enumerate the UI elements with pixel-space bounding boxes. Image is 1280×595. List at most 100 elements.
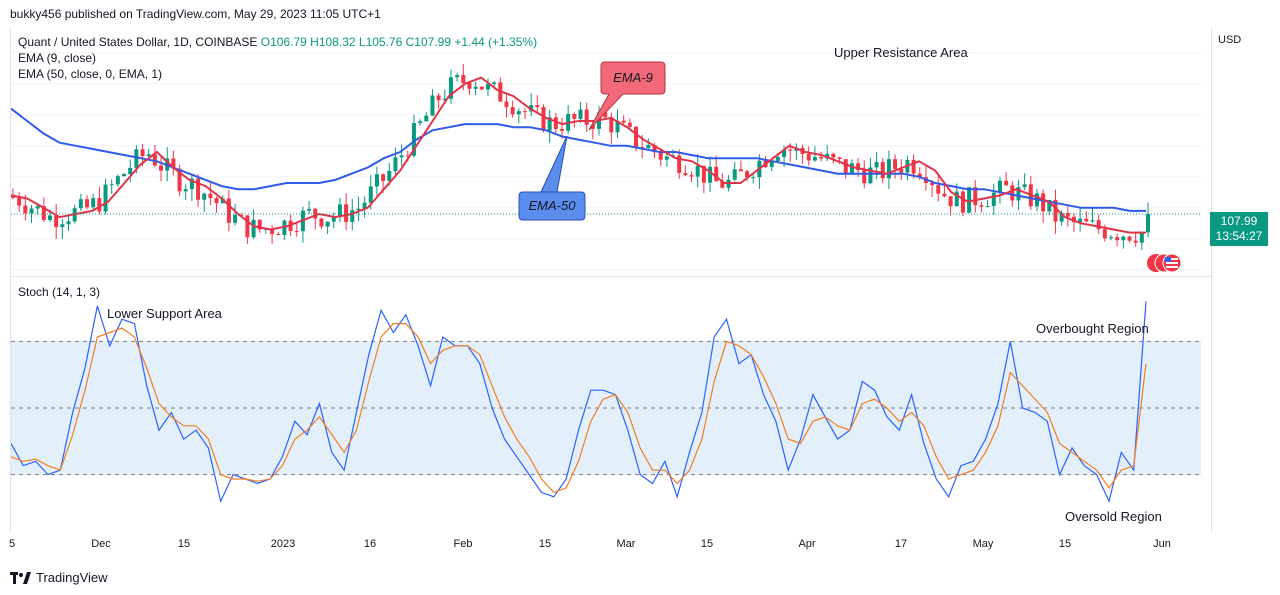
candle-body	[97, 198, 102, 212]
candle-body	[609, 117, 614, 133]
ema9-legend[interactable]: EMA (9, close)	[18, 51, 97, 65]
candle-body	[226, 198, 231, 223]
candle-body	[1065, 212, 1070, 217]
ema50-callout	[518, 135, 586, 221]
candle-body	[91, 198, 96, 208]
last-price: 107.99	[1220, 214, 1258, 228]
candle-body	[664, 156, 669, 160]
candle-body	[276, 234, 281, 236]
candle-body	[930, 183, 935, 186]
candle-body	[516, 111, 521, 115]
candle-body	[775, 156, 780, 161]
candle-body	[788, 149, 793, 151]
candle-body	[115, 176, 120, 185]
candle-body	[245, 215, 250, 238]
open-value: O106.79	[260, 35, 307, 49]
ema50-legend[interactable]: EMA (50, close, 0, EMA, 1)	[18, 67, 163, 81]
candle-body	[128, 167, 133, 175]
candle-body	[880, 162, 885, 179]
candle-body	[578, 109, 583, 119]
candle-body	[911, 159, 916, 174]
candle-body	[257, 219, 262, 230]
ema9-callout	[588, 61, 666, 131]
price-chart[interactable]: 160.00150.00140.00130.00120.00110.00100.…	[11, 28, 1211, 276]
stoch-d-line	[11, 323, 1147, 494]
candle-body	[362, 202, 367, 209]
candle-body	[103, 184, 108, 212]
candle-body	[54, 215, 59, 228]
high-value: H108.32	[310, 35, 356, 49]
candle-body	[738, 169, 743, 172]
tradingview-brand: TradingView	[36, 570, 108, 585]
candle-body	[535, 105, 540, 108]
candle-body	[23, 205, 28, 214]
candle-body	[1096, 220, 1101, 230]
time-tick-label: 15	[538, 538, 552, 550]
candle-body	[504, 101, 509, 108]
time-tick-label: Dec	[91, 538, 111, 550]
candle-body	[646, 144, 651, 149]
candle-body	[732, 169, 737, 180]
candle-body	[17, 197, 22, 206]
candle-body	[967, 187, 972, 213]
candle-body	[572, 113, 577, 119]
candle-body	[1127, 236, 1132, 241]
candle-body	[1139, 232, 1144, 243]
candle-body	[78, 199, 83, 209]
candle-body	[1108, 237, 1113, 239]
candle-body	[590, 124, 595, 129]
stoch-panel[interactable]: 100.0080.0060.0040.0020.000.00Lower Supp…	[10, 276, 1212, 533]
price-panel[interactable]: 160.00150.00140.00130.00120.00110.00100.…	[10, 28, 1212, 276]
candle-body	[917, 173, 922, 178]
candle-body	[492, 82, 497, 84]
time-tick-label: Feb	[453, 538, 473, 550]
candle-body	[1084, 218, 1089, 222]
candle-body	[202, 193, 207, 200]
candle-body	[134, 149, 139, 168]
candle-body	[319, 218, 324, 227]
currency-label[interactable]: USD	[1218, 34, 1242, 46]
stoch-legend[interactable]: Stoch (14, 1, 3)	[18, 285, 101, 299]
time-tick-label: 17	[894, 538, 908, 550]
candle-body	[997, 180, 1002, 193]
candle-body	[122, 174, 127, 177]
candle-body	[1059, 212, 1064, 222]
candle-body	[467, 82, 472, 89]
candle-body	[29, 208, 34, 214]
time-tick-label: Apr	[798, 538, 816, 550]
candle-body	[689, 175, 694, 177]
close-value: C107.99	[405, 35, 451, 49]
candle-body	[455, 75, 460, 78]
time-tick-label: 2023	[270, 538, 296, 550]
candle-body	[350, 210, 355, 222]
candle-body	[634, 126, 639, 148]
candle-body	[1121, 236, 1126, 241]
bar-countdown: 13:54:27	[1215, 229, 1263, 243]
time-tick-label: May	[972, 538, 994, 550]
candle-body	[171, 158, 176, 169]
candle-body	[418, 121, 423, 124]
candle-body	[899, 168, 904, 173]
candle-body	[313, 208, 318, 219]
candle-body	[251, 219, 256, 238]
candle-body	[35, 205, 40, 209]
candle-body	[41, 205, 46, 220]
candle-body	[381, 174, 386, 181]
us-flag-icon[interactable]	[1146, 252, 1182, 274]
candle-body	[177, 168, 182, 192]
low-value: L105.76	[358, 35, 403, 49]
symbol-label[interactable]: Quant / United States Dollar, 1D, COINBA…	[18, 35, 258, 49]
candle-body	[430, 95, 435, 116]
candle-body	[270, 228, 275, 235]
stoch-chart[interactable]: 100.0080.0060.0040.0020.000.00Lower Supp…	[11, 277, 1211, 533]
last-price-tag: 107.99 13:54:27	[1210, 212, 1268, 246]
published-by-text: bukky456 published on TradingView.com, M…	[10, 7, 381, 21]
candle-body	[48, 215, 53, 220]
candle-body	[1090, 220, 1095, 222]
candle-body	[522, 111, 527, 113]
candle-body	[208, 193, 213, 199]
candle-body	[640, 147, 645, 149]
candle-body	[1047, 199, 1052, 212]
tradingview-logo[interactable]: TradingView	[10, 570, 108, 585]
candle-body	[405, 155, 410, 157]
